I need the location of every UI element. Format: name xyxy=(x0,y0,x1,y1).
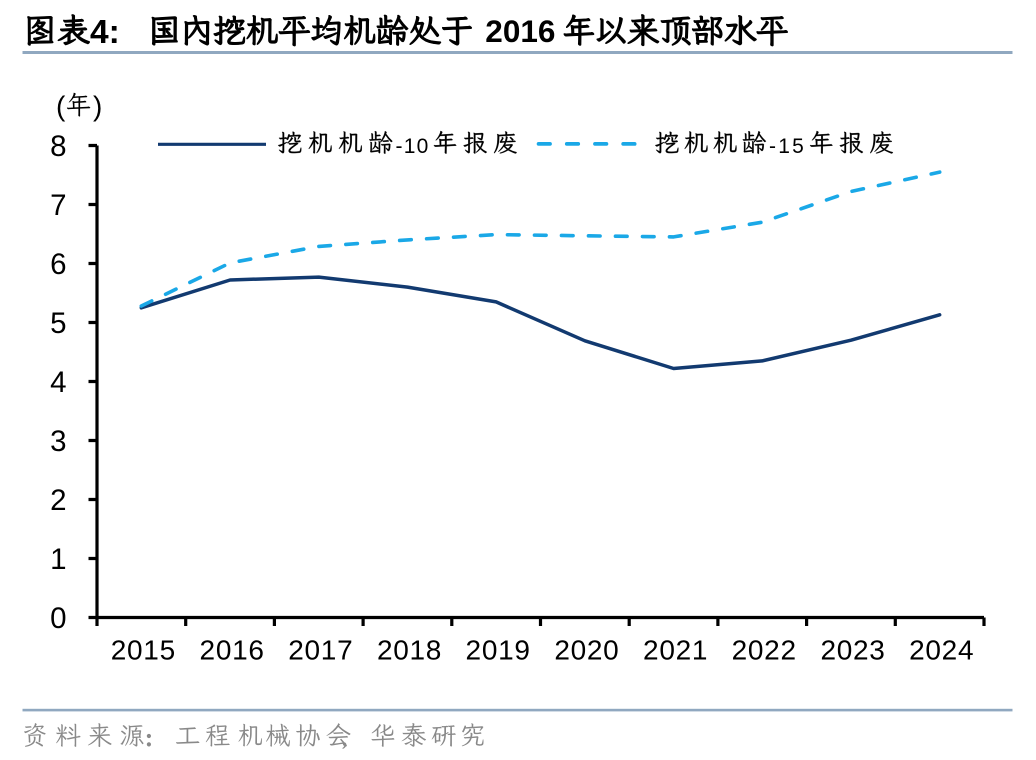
svg-text:8: 8 xyxy=(50,130,66,163)
svg-text:0: 0 xyxy=(50,602,66,635)
svg-text:2018: 2018 xyxy=(377,634,442,665)
svg-text:): ) xyxy=(93,91,102,122)
svg-text:4:: 4: xyxy=(90,14,120,51)
svg-text:2024: 2024 xyxy=(909,634,974,665)
svg-text:2015: 2015 xyxy=(111,634,176,665)
svg-text:7: 7 xyxy=(50,189,66,222)
svg-text:3: 3 xyxy=(50,425,66,458)
svg-text:2021: 2021 xyxy=(643,634,708,665)
svg-text:2023: 2023 xyxy=(820,634,885,665)
svg-text:4: 4 xyxy=(50,366,66,399)
svg-text:2016: 2016 xyxy=(485,13,555,49)
svg-text:2017: 2017 xyxy=(288,634,353,665)
svg-text:2016: 2016 xyxy=(200,634,265,665)
svg-text:2022: 2022 xyxy=(732,634,797,665)
svg-text:2: 2 xyxy=(50,484,66,517)
svg-text:5: 5 xyxy=(50,307,66,340)
svg-text:6: 6 xyxy=(50,248,66,281)
svg-text:(: ( xyxy=(56,91,66,122)
svg-text:1: 1 xyxy=(50,543,66,576)
svg-text:2019: 2019 xyxy=(466,634,531,665)
svg-text:2020: 2020 xyxy=(554,634,619,665)
svg-text:-15: -15 xyxy=(769,135,806,158)
svg-text:-10: -10 xyxy=(396,135,430,158)
